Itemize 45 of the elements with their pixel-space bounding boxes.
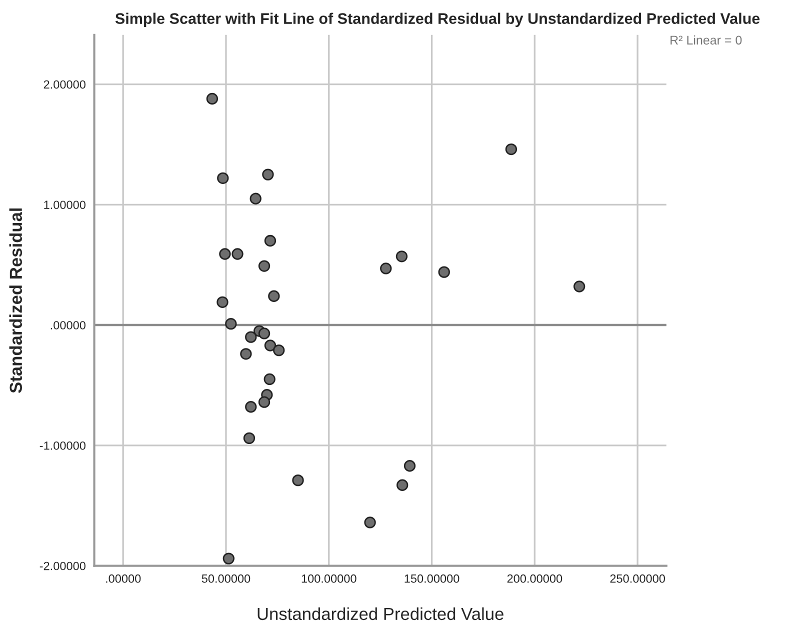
y-tick-label: -2.00000 (40, 562, 86, 570)
point (364, 516, 376, 528)
x-axis-title: Unstandardized Predicted Value (258, 607, 504, 620)
point (396, 250, 408, 262)
point (258, 260, 270, 272)
point (273, 344, 285, 356)
point (262, 168, 274, 180)
point (264, 373, 276, 386)
y-tick-label: -1.00000 (40, 441, 86, 450)
point (217, 172, 229, 184)
point (264, 234, 276, 247)
point (225, 318, 237, 330)
point (232, 248, 244, 260)
x-tick-label: 200.00000 (507, 574, 562, 583)
point (243, 432, 256, 444)
point (438, 266, 450, 278)
point (240, 348, 252, 360)
point (268, 290, 280, 302)
text: R² Linear = 0 (670, 35, 742, 45)
point (404, 460, 416, 472)
point (292, 474, 304, 486)
point (264, 340, 276, 352)
point (245, 331, 257, 343)
point (222, 552, 235, 564)
point (396, 479, 408, 491)
point (250, 192, 262, 204)
x-tick-label: 50.00000 (202, 574, 250, 583)
x-tick-label: 100.00000 (302, 574, 356, 583)
x-tick-label: 150.00000 (404, 574, 460, 583)
point (206, 92, 218, 105)
y-tick-label: 2.00000 (44, 80, 86, 89)
point (245, 401, 257, 413)
y-axis-title: Standardized Residual (9, 208, 22, 393)
x-tick-label: .00000 (106, 574, 141, 583)
point (258, 396, 270, 408)
point (258, 328, 270, 340)
point (505, 143, 518, 156)
y-tick-label: .00000 (50, 321, 86, 330)
point (380, 262, 392, 274)
point (573, 280, 586, 292)
chart-title: Simple Scatter with Fit Line of Standardized Residual by Unstandardized Predicted Value (115, 12, 760, 27)
point (219, 248, 231, 260)
x-tick-label: 250.00000 (610, 574, 665, 583)
point (216, 296, 228, 308)
y-tick-label: 1.00000 (44, 200, 86, 210)
